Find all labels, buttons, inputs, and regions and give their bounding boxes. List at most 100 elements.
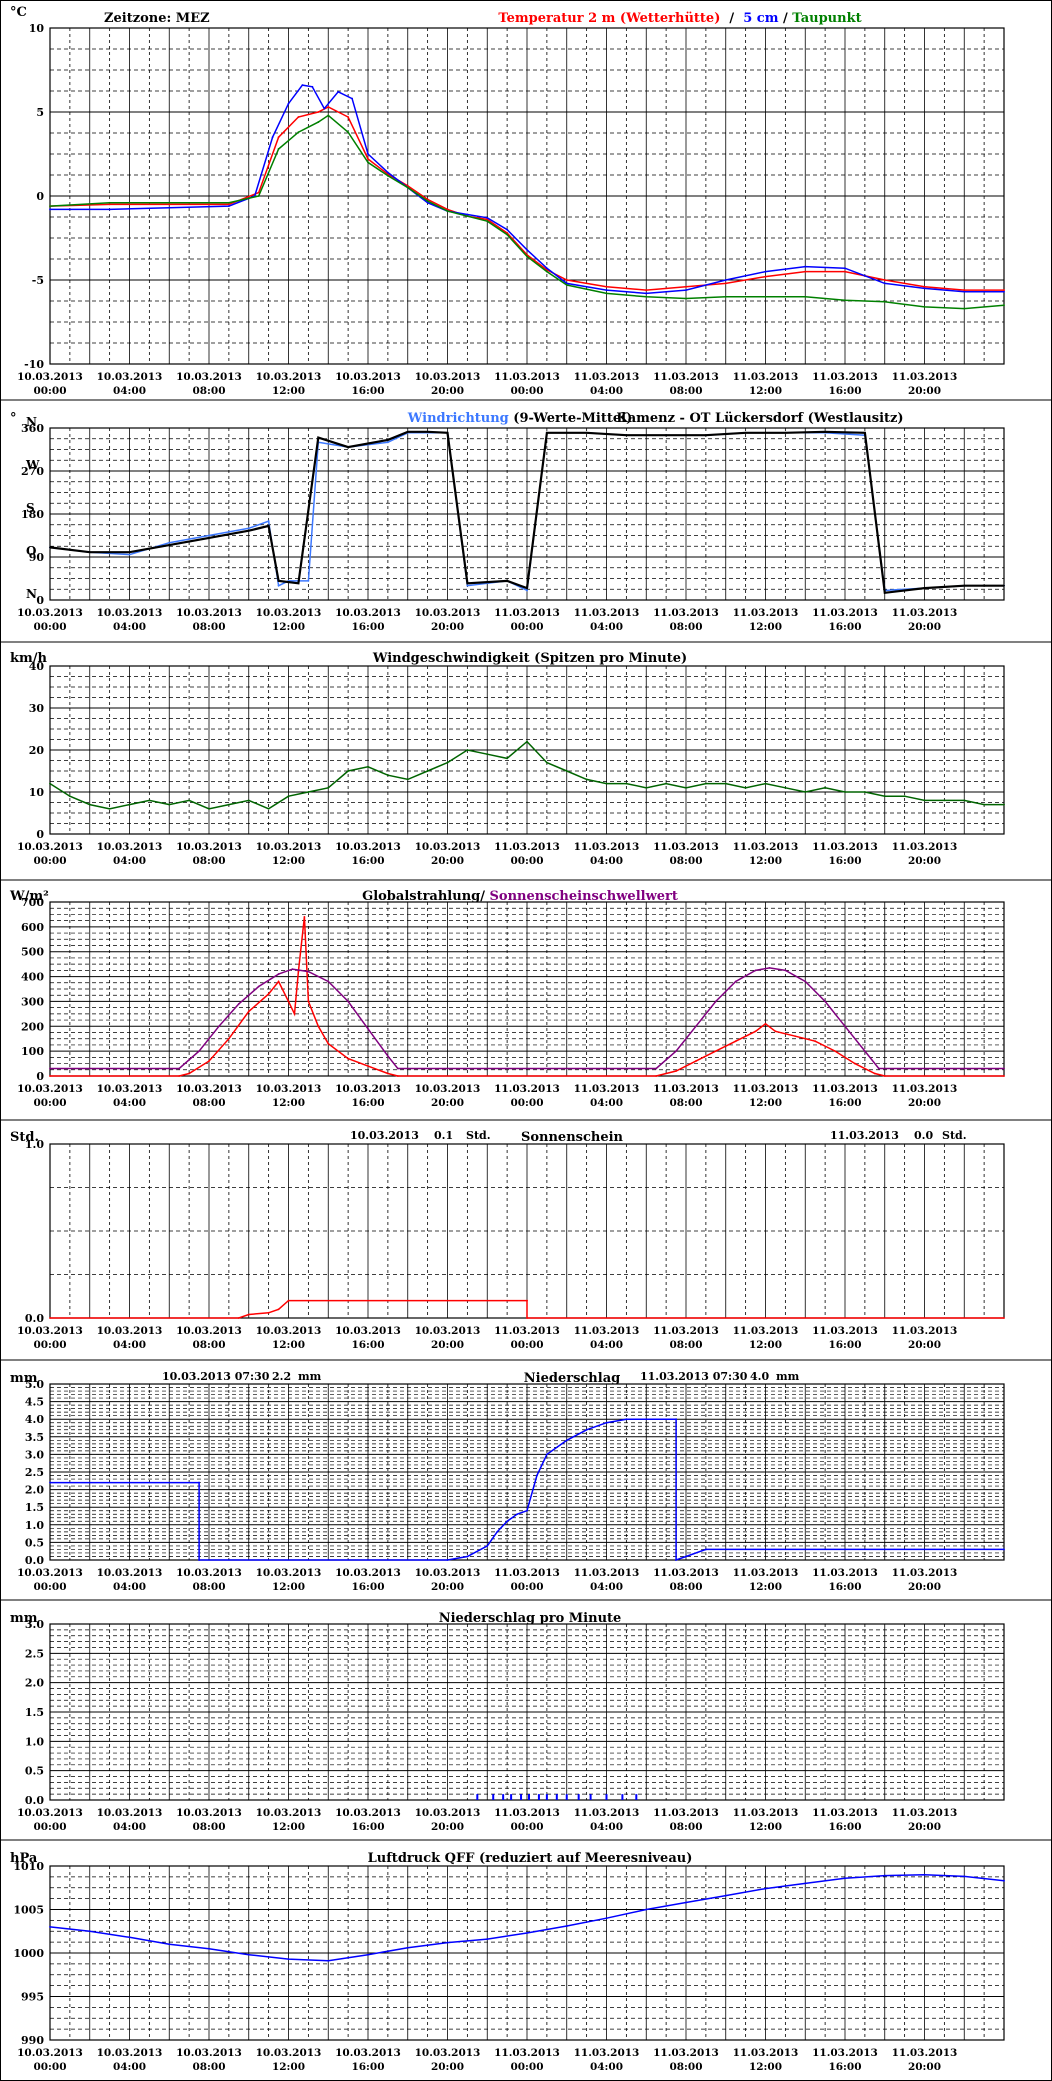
x-tick-date: 11.03.2013	[574, 1083, 640, 1095]
y-tick-label: 5.0	[25, 1378, 44, 1391]
x-tick-date: 11.03.2013	[653, 1083, 719, 1095]
data-point	[426, 201, 429, 204]
x-tick-time: 20:00	[431, 1097, 464, 1109]
data-point	[327, 1959, 330, 1962]
x-tick-time: 12:00	[749, 855, 782, 867]
data-point	[208, 807, 210, 810]
x-tick-time: 16:00	[351, 385, 384, 397]
data-point	[218, 1025, 220, 1028]
y-tick-label: 1.0	[25, 1519, 44, 1532]
series-line	[49, 106, 1004, 291]
x-tick-time: 16:00	[828, 621, 861, 633]
x-tick-time: 12:00	[272, 621, 305, 633]
x-tick-date: 10.03.2013	[335, 1807, 401, 1819]
data-point	[565, 770, 568, 772]
x-tick-date: 10.03.2013	[97, 371, 163, 383]
x-tick-date: 11.03.2013	[892, 1083, 958, 1095]
data-point	[49, 546, 51, 549]
data-point	[585, 778, 588, 781]
x-tick-time: 04:00	[590, 1581, 623, 1593]
data-point	[88, 551, 91, 554]
y-tick-label: -5	[32, 274, 44, 287]
series-line	[50, 1299, 1004, 1319]
x-tick-date: 10.03.2013	[97, 607, 163, 619]
data-point	[247, 527, 250, 530]
data-point	[267, 1311, 270, 1314]
x-tick-date: 10.03.2013	[17, 1807, 83, 1819]
y-tick-label: 1.0	[25, 1735, 44, 1748]
x-tick-time: 16:00	[828, 1821, 861, 1833]
data-point	[178, 1075, 181, 1077]
data-point	[923, 305, 926, 308]
data-point	[301, 84, 304, 87]
compass-label: N	[26, 415, 37, 429]
data-point	[257, 985, 260, 988]
data-point	[903, 795, 906, 798]
data-point	[516, 1513, 518, 1516]
summary-date: 11.03.2013 07:30	[640, 1370, 748, 1383]
x-tick-time: 04:00	[113, 621, 146, 633]
x-tick-date: 11.03.2013	[733, 1807, 799, 1819]
summary-unit: Std.	[466, 1129, 491, 1142]
title-part: /	[720, 11, 743, 26]
x-tick-date: 10.03.2013	[335, 2047, 401, 2059]
x-tick-date: 11.03.2013	[892, 607, 958, 619]
x-tick-time: 16:00	[351, 1097, 384, 1109]
data-point	[844, 1877, 846, 1880]
x-tick-time: 04:00	[590, 1339, 623, 1351]
data-point	[446, 1941, 449, 1944]
series-line	[49, 114, 1005, 310]
data-point	[1003, 290, 1005, 293]
data-point	[257, 195, 260, 197]
x-tick-date: 11.03.2013	[653, 371, 719, 383]
x-tick-date: 11.03.2013	[574, 1567, 640, 1579]
data-point	[317, 436, 320, 439]
data-point	[406, 430, 409, 433]
x-tick-date: 10.03.2013	[97, 1083, 163, 1095]
x-tick-time: 12:00	[749, 1821, 782, 1833]
x-tick-time: 00:00	[33, 1097, 66, 1109]
x-tick-time: 00:00	[510, 621, 543, 633]
data-point	[645, 295, 648, 298]
data-point	[367, 153, 369, 155]
data-point	[351, 97, 353, 100]
x-tick-date: 10.03.2013	[176, 1083, 242, 1095]
y-tick-label: 5	[36, 106, 44, 119]
x-tick-date: 10.03.2013	[256, 841, 322, 853]
data-point	[466, 1555, 469, 1558]
chart-title: Niederschlag pro Minute	[439, 1611, 622, 1626]
data-point	[287, 1000, 290, 1003]
timezone-label: Zeitzone: MEZ	[104, 11, 210, 26]
y-tick-label: 0	[36, 1070, 44, 1083]
x-tick-time: 20:00	[908, 1097, 941, 1109]
x-tick-date: 11.03.2013	[892, 1807, 958, 1819]
data-point	[923, 587, 926, 589]
data-point	[307, 1000, 310, 1003]
data-point	[645, 786, 648, 789]
data-point	[367, 161, 369, 164]
data-point	[386, 1072, 389, 1075]
x-tick-time: 12:00	[749, 385, 782, 397]
data-point	[768, 966, 771, 969]
data-point	[655, 1075, 658, 1077]
data-point	[675, 1050, 677, 1053]
x-tick-date: 11.03.2013	[733, 1567, 799, 1579]
x-tick-date: 10.03.2013	[97, 2047, 163, 2059]
data-point	[168, 541, 171, 544]
data-point	[645, 1908, 648, 1911]
y-tick-label: 100	[21, 1045, 44, 1058]
x-tick-date: 11.03.2013	[494, 1083, 560, 1095]
data-point	[386, 441, 389, 444]
x-tick-date: 10.03.2013	[97, 841, 163, 853]
data-point	[297, 131, 300, 134]
x-tick-time: 08:00	[192, 2061, 225, 2073]
x-tick-date: 11.03.2013	[494, 371, 560, 383]
x-tick-date: 11.03.2013	[733, 1083, 799, 1095]
y-tick-label: 2.0	[25, 1484, 44, 1497]
data-point	[367, 765, 369, 768]
data-point	[446, 208, 449, 211]
x-tick-date: 11.03.2013	[653, 841, 719, 853]
data-point	[665, 434, 668, 437]
